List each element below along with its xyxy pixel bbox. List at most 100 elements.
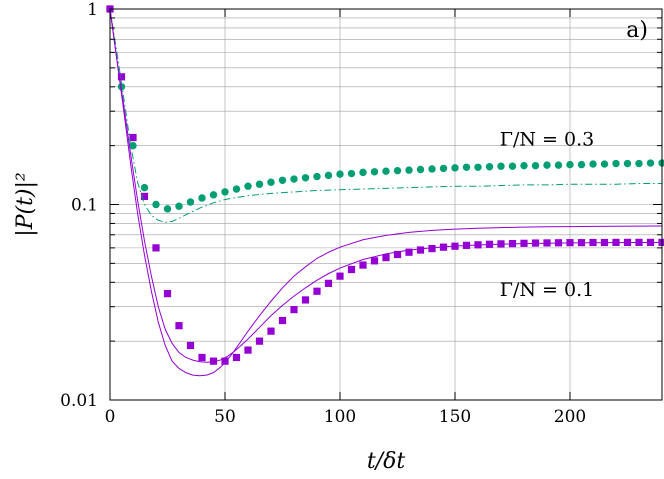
data-point	[232, 353, 241, 362]
data-point	[347, 169, 356, 178]
data-point	[267, 178, 275, 186]
data-point	[140, 183, 149, 192]
data-point	[416, 165, 425, 174]
data-point	[301, 296, 310, 304]
y-tick-label: 0.1	[71, 196, 98, 216]
x-tick-label: 0	[105, 407, 116, 427]
x-tick-label: 50	[214, 407, 236, 427]
data-point	[209, 357, 218, 365]
series-4	[109, 8, 663, 363]
data-point	[554, 161, 563, 169]
x-tick-label: 150	[439, 407, 471, 427]
series-0	[106, 5, 664, 213]
grid	[110, 9, 662, 400]
data-point	[244, 182, 252, 190]
data-point	[600, 160, 609, 168]
data-point	[152, 200, 160, 209]
data-point	[439, 164, 448, 173]
data-point	[221, 357, 229, 365]
data-point	[451, 164, 459, 172]
series-line	[109, 8, 662, 223]
x-tick-label: 100	[324, 407, 356, 427]
data-point	[370, 168, 379, 176]
data-point	[163, 205, 172, 213]
labels: a) t/δt |P(t)|² Γ/N = 0.3 Γ/N = 0.1	[13, 18, 648, 474]
data-point	[290, 306, 298, 314]
data-point	[635, 159, 643, 168]
data-point	[290, 175, 298, 183]
data-point	[646, 159, 655, 167]
data-point	[520, 161, 528, 170]
series-3	[109, 8, 663, 377]
data-point	[163, 290, 172, 298]
data-point	[347, 265, 356, 274]
data-point	[589, 160, 597, 168]
data-point	[393, 250, 402, 259]
data-point	[382, 254, 390, 262]
data-point	[658, 159, 664, 167]
data-point	[175, 202, 183, 210]
data-point	[485, 163, 494, 171]
data-point	[255, 337, 264, 345]
series-line	[109, 8, 663, 363]
data-point	[129, 141, 137, 150]
ticks: 0 50 100 150 200 0.01 0.1 1	[60, 0, 662, 427]
data-point	[612, 159, 620, 168]
data-point	[497, 162, 505, 170]
series-annotation: Γ/N = 0.3	[500, 129, 594, 151]
data-point	[117, 73, 126, 81]
y-axis-title: |P(t)|²	[13, 172, 38, 236]
data-point	[623, 159, 632, 168]
data-point	[267, 327, 275, 335]
data-point	[313, 287, 321, 295]
panel-label: a)	[626, 18, 648, 43]
data-point	[198, 194, 206, 202]
data-point	[428, 244, 436, 253]
series-line	[109, 8, 663, 377]
data-point	[543, 161, 551, 169]
data-point	[232, 185, 241, 193]
data-point	[186, 198, 195, 206]
data-point	[198, 353, 206, 362]
data-point	[117, 83, 126, 91]
data-point	[278, 316, 287, 325]
data-point	[278, 176, 287, 184]
data-point	[186, 341, 195, 350]
data-point	[152, 244, 160, 252]
data-point	[405, 248, 413, 256]
data-point	[209, 191, 218, 199]
data-point	[129, 133, 137, 142]
data-point	[393, 166, 402, 175]
data-point	[313, 172, 321, 181]
data-point	[370, 257, 379, 265]
data-point	[336, 272, 344, 280]
data-point	[255, 180, 264, 188]
x-axis-title: t/δt	[367, 449, 405, 474]
data-point	[359, 168, 367, 177]
data-point	[474, 163, 482, 171]
data-point	[140, 192, 149, 201]
data-point	[359, 261, 367, 269]
data-point	[244, 346, 252, 354]
data-point	[508, 162, 517, 170]
data-point	[577, 160, 586, 169]
y-tick-label: 0.01	[60, 391, 98, 411]
data-point	[405, 166, 413, 174]
y-tick-label: 1	[87, 0, 98, 20]
data-point	[324, 171, 333, 180]
x-tick-label: 200	[554, 407, 586, 427]
data-point	[428, 165, 436, 173]
data-point	[382, 167, 390, 175]
data-point	[416, 246, 425, 254]
data-point	[324, 279, 333, 287]
series-2	[109, 8, 662, 223]
data-point	[301, 174, 310, 182]
series-group	[106, 5, 664, 377]
data-point	[175, 322, 183, 330]
series-annotation: Γ/N = 0.1	[500, 279, 594, 301]
data-point	[221, 188, 229, 196]
data-point	[462, 163, 471, 171]
